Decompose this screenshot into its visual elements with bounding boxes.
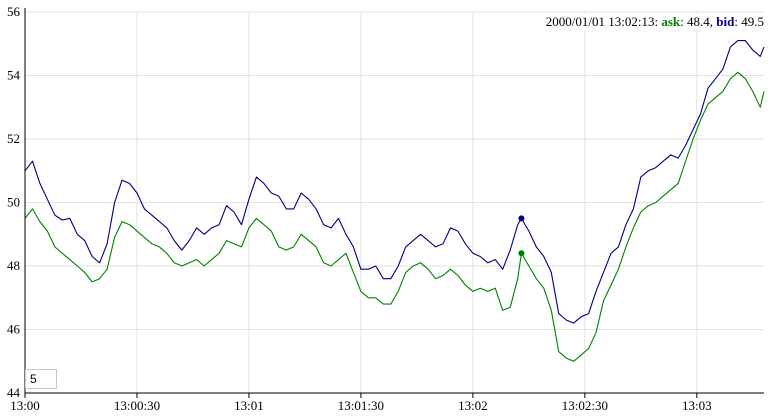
y-tick-label: 52 bbox=[7, 131, 20, 146]
y-tick-label: 50 bbox=[7, 195, 20, 210]
series-line-bid bbox=[24, 40, 765, 324]
tick-labels: 44 46 48 50 52 54 56 13:00 13:00:30 13:01 13:01:30… bbox=[7, 4, 712, 413]
x-tick-label: 13:01 bbox=[234, 398, 264, 413]
highlight-point-bid bbox=[518, 215, 525, 222]
x-tick-label: 13:03 bbox=[682, 398, 712, 413]
legend-separator: : bbox=[654, 14, 662, 29]
legend-bid-value: 49.5 bbox=[741, 14, 764, 29]
grid bbox=[25, 11, 764, 393]
legend-ask-value: 48.4 bbox=[687, 14, 710, 29]
x-tick-label: 13:02:30 bbox=[562, 398, 608, 413]
highlight-point-ask bbox=[518, 250, 525, 257]
x-tick-label: 13:00:30 bbox=[114, 398, 160, 413]
rolling-period-input[interactable]: 5 bbox=[25, 369, 57, 389]
series-line-ask bbox=[24, 71, 765, 362]
y-tick-label: 48 bbox=[7, 258, 20, 273]
y-tick-label: 54 bbox=[7, 68, 21, 83]
highlight-markers bbox=[518, 215, 525, 257]
y-tick-label: 56 bbox=[7, 4, 21, 19]
legend-bid-name: bid bbox=[716, 14, 735, 29]
legend-ask-name: ask bbox=[661, 14, 681, 29]
legend-timestamp: 2000/01/01 13:02:13 bbox=[545, 14, 655, 29]
legend: 2000/01/01 13:02:13: ask: 48.4, bid: 49.… bbox=[545, 14, 764, 30]
x-tick-label: 13:01:30 bbox=[338, 398, 384, 413]
x-tick-label: 13:00 bbox=[10, 398, 40, 413]
y-tick-label: 44 bbox=[7, 385, 21, 400]
axes bbox=[24, 8, 764, 398]
series-lines bbox=[24, 40, 765, 362]
x-tick-label: 13:02 bbox=[458, 398, 488, 413]
y-tick-label: 46 bbox=[7, 322, 21, 337]
